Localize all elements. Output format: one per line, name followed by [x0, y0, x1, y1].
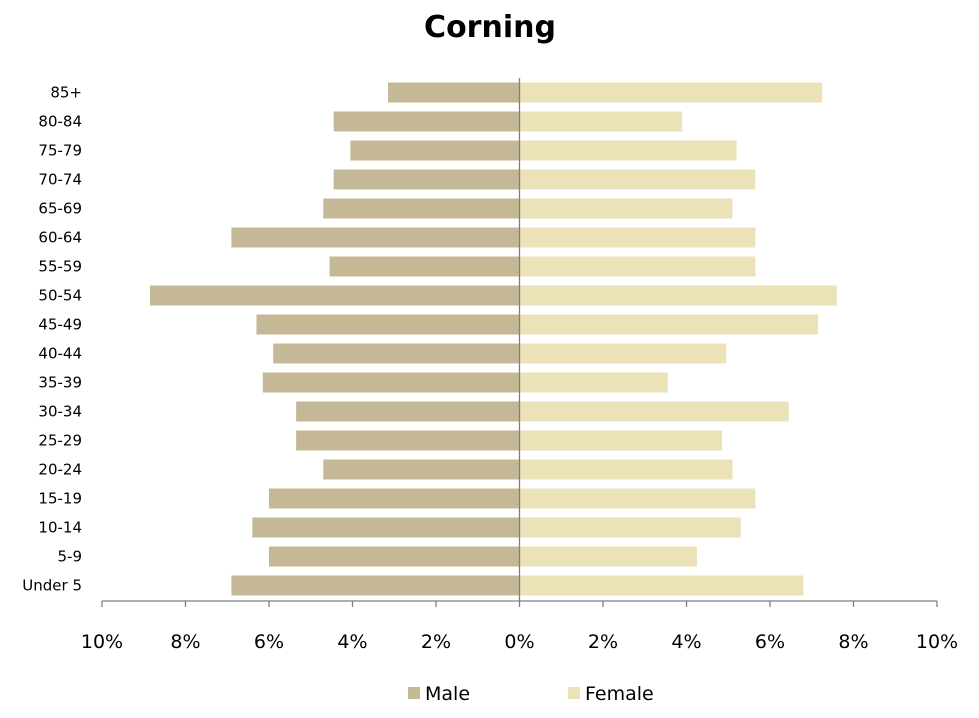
x-tick-label: 2% [588, 631, 618, 653]
x-tick-label: 6% [755, 631, 785, 653]
bar-female-under-5 [519, 575, 804, 596]
bar-female-15-19 [519, 488, 756, 509]
bar-female-30-34 [519, 401, 789, 422]
bar-female-45-49 [519, 314, 819, 335]
category-label: Under 5 [22, 577, 82, 595]
category-label: 20-24 [38, 461, 82, 479]
category-label: 10-14 [38, 519, 82, 537]
bar-female-50-54 [519, 285, 837, 306]
category-label: 25-29 [38, 432, 82, 450]
x-tick-label: 2% [421, 631, 451, 653]
x-tick-label: 6% [254, 631, 284, 653]
category-label: 70-74 [38, 171, 82, 189]
bar-male-80-84 [333, 111, 520, 132]
bar-male-20-24 [323, 459, 520, 480]
x-tick-labels: 10% 8% 6% 4% 2% 0% 2% 4% 6% 8% 10% [81, 631, 958, 653]
bar-female-85+ [519, 82, 823, 103]
category-label: 75-79 [38, 142, 82, 160]
category-labels: Under 5 5-9 10-14 15-19 20-24 25-29 30-34 35-39… [22, 84, 82, 595]
bar-male-under-5 [231, 575, 520, 596]
female-bars [519, 82, 837, 596]
bar-female-65-69 [519, 198, 733, 219]
bar-male-25-29 [296, 430, 520, 451]
x-tick-label: 4% [337, 631, 367, 653]
x-tick-label: 10% [81, 631, 123, 653]
legend-label-male: Male [425, 683, 470, 705]
category-label: 80-84 [38, 113, 82, 131]
legend-label-female: Female [585, 683, 654, 705]
bar-male-60-64 [231, 227, 520, 248]
bar-male-75-79 [350, 140, 520, 161]
bar-male-30-34 [296, 401, 520, 422]
bar-male-70-74 [333, 169, 520, 190]
bar-male-45-49 [256, 314, 520, 335]
legend-swatch-male [408, 687, 420, 699]
category-label: 40-44 [38, 345, 82, 363]
bar-female-55-59 [519, 256, 756, 277]
x-tick-label: 10% [916, 631, 958, 653]
category-label: 55-59 [38, 258, 82, 276]
bar-female-70-74 [519, 169, 756, 190]
category-label: 35-39 [38, 374, 82, 392]
bar-male-35-39 [262, 372, 520, 393]
bar-female-75-79 [519, 140, 737, 161]
male-bars [150, 82, 520, 596]
bar-female-10-14 [519, 517, 741, 538]
bar-male-40-44 [273, 343, 520, 364]
category-label: 60-64 [38, 229, 82, 247]
x-tick-label: 8% [838, 631, 868, 653]
bar-male-10-14 [252, 517, 520, 538]
x-tick-label: 8% [170, 631, 200, 653]
category-label: 65-69 [38, 200, 82, 218]
axes [101, 78, 938, 607]
bar-male-50-54 [150, 285, 520, 306]
x-tick-label: 4% [671, 631, 701, 653]
category-label: 45-49 [38, 316, 82, 334]
category-label: 50-54 [38, 287, 82, 305]
bar-female-35-39 [519, 372, 668, 393]
category-label: 15-19 [38, 490, 82, 508]
bar-female-25-29 [519, 430, 722, 451]
bar-male-65-69 [323, 198, 520, 219]
category-label: 30-34 [38, 403, 82, 421]
legend-swatch-female [568, 687, 580, 699]
bar-male-85+ [387, 82, 520, 103]
bar-female-40-44 [519, 343, 727, 364]
category-label: 85+ [50, 84, 82, 102]
bar-male-5-9 [269, 546, 520, 567]
bar-female-20-24 [519, 459, 733, 480]
bar-male-15-19 [269, 488, 520, 509]
x-tick-label: 0% [504, 631, 534, 653]
bar-male-55-59 [329, 256, 520, 277]
category-label: 5-9 [58, 548, 83, 566]
chart-title: Corning [424, 10, 556, 45]
bar-female-60-64 [519, 227, 756, 248]
legend: Male Female [408, 683, 654, 705]
bar-female-5-9 [519, 546, 697, 567]
bar-female-80-84 [519, 111, 683, 132]
